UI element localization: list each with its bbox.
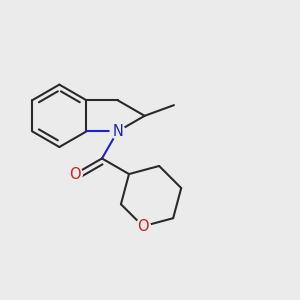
Text: O: O [137,219,149,234]
Circle shape [136,219,150,234]
Text: N: N [112,124,123,139]
Circle shape [68,167,82,182]
Circle shape [110,124,125,139]
Text: O: O [69,167,81,182]
